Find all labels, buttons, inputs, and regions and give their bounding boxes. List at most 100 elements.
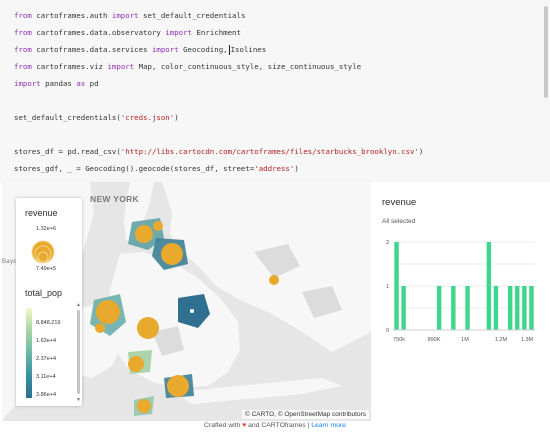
code-text: Map, color_continuous_style, size_contin…	[134, 62, 362, 71]
code-line[interactable]: from cartoframes.auth import set_default…	[14, 10, 245, 22]
store-marker[interactable]	[137, 399, 151, 413]
x-tick-label: 1.2M	[495, 337, 508, 343]
code-scrollbar[interactable]	[544, 6, 548, 98]
code-cell[interactable]: from cartoframes.auth import set_default…	[0, 0, 550, 180]
histogram-bar[interactable]	[465, 286, 470, 330]
code-keyword: import	[14, 79, 41, 88]
footer: Crafted with ♥ and CARTOframes | Learn m…	[0, 422, 550, 429]
code-line[interactable]: from cartoframes.data.services import Ge…	[14, 44, 266, 56]
store-marker[interactable]	[137, 317, 159, 339]
code-keyword: import	[151, 45, 179, 54]
store-marker[interactable]	[135, 225, 153, 243]
park	[302, 286, 342, 318]
legend-color-ramp	[26, 308, 32, 398]
legend-total-pop-title: total_pop	[25, 288, 63, 298]
store-marker[interactable]	[161, 243, 183, 265]
histogram-bar[interactable]	[515, 286, 520, 330]
code-string: 'address'	[254, 164, 295, 173]
store-marker[interactable]	[167, 375, 189, 397]
legend-pop-tick: 2.37e+4	[36, 356, 57, 362]
code-keyword: from	[14, 45, 32, 54]
code-line[interactable]: stores_gdf, _ = Geocoding().geocode(stor…	[14, 163, 299, 175]
y-tick-label: 0	[386, 328, 389, 334]
code-keyword: from	[14, 28, 32, 37]
code-text: stores_gdf, _ = Geocoding().geocode(stor…	[14, 164, 255, 173]
histogram-bar[interactable]	[451, 286, 456, 330]
legend-size-circle	[37, 251, 49, 263]
map-attribution[interactable]: © CARTO, © OpenStreetMap contributors	[242, 410, 369, 419]
code-text: Enrichment	[192, 28, 241, 37]
map[interactable]: NEW YORK Bayo revenue 1.32e+6 7.49e+5 to…	[2, 182, 371, 421]
legend-size-circles	[31, 240, 55, 264]
code-keyword: from	[14, 62, 32, 71]
code-keyword: import	[107, 62, 135, 71]
code-text: set_default_credentials	[138, 11, 246, 20]
legend-pop-tick: 3.86e+4	[36, 392, 57, 398]
histogram-bar[interactable]	[507, 286, 513, 330]
code-string: 'creds.json'	[120, 113, 175, 122]
store-marker-center	[190, 309, 194, 313]
histogram-bar[interactable]	[522, 286, 527, 330]
code-line[interactable]: stores_df = pd.read_csv('http://libs.car…	[14, 146, 423, 158]
histogram-chart[interactable]: 2 1 0 750k 890K 1M 1.2M 1.3M	[381, 238, 537, 344]
code-line[interactable]: from cartoframes.viz import Map, color_c…	[14, 61, 361, 73]
legend-pop-tick: 3.11e+4	[36, 374, 56, 380]
legend-revenue-min: 7.49e+5	[36, 266, 57, 272]
code-text: )	[294, 164, 299, 173]
output-area: NEW YORK Bayo revenue 1.32e+6 7.49e+5 to…	[0, 182, 550, 433]
histogram-bar[interactable]	[394, 242, 399, 330]
code-line[interactable]: import pandas as pd	[14, 78, 99, 90]
store-marker[interactable]	[269, 275, 279, 285]
x-tick-label: 1M	[461, 337, 469, 343]
y-tick-label: 2	[386, 240, 389, 246]
legend-pop-tick: 8,848.219	[36, 320, 61, 326]
footer-prefix: Crafted with	[204, 422, 241, 429]
map-label-bayonne: Bayo	[2, 259, 17, 265]
code-string: 'http://libs.cartocdn.com/cartoframes/fi…	[120, 147, 419, 156]
code-keyword: import	[165, 28, 193, 37]
legend-revenue-title: revenue	[25, 208, 58, 218]
code-line[interactable]: set_default_credentials('creds.json')	[14, 112, 179, 124]
heart-icon: ♥	[242, 422, 247, 429]
code-text: Isolines	[230, 45, 267, 54]
widget-selection-status: All selected	[382, 218, 416, 225]
histogram-bar[interactable]	[493, 286, 499, 330]
text-cursor	[228, 45, 230, 55]
footer-middle: and CARTOframes |	[248, 422, 310, 429]
histogram-widget[interactable]: revenue All selected 2 1 0 750k 890K 1M 1.2M 1.…	[372, 182, 544, 421]
x-tick-label: 1.3M	[521, 337, 534, 343]
code-text: cartoframes.auth	[31, 11, 112, 20]
land-rockaway	[174, 378, 342, 404]
code-text: set_default_credentials(	[14, 113, 121, 122]
widget-title: revenue	[382, 197, 417, 208]
x-tick-label: 750k	[393, 337, 405, 343]
legend-scrollbar[interactable]	[77, 310, 80, 394]
code-keyword: import	[111, 11, 139, 20]
histogram-bar[interactable]	[529, 286, 534, 330]
store-marker[interactable]	[95, 323, 105, 333]
code-text: cartoframes.data.services	[31, 45, 152, 54]
legend-panel[interactable]: revenue 1.32e+6 7.49e+5 total_pop 8,848.…	[16, 198, 82, 406]
code-text: cartoframes.viz	[31, 62, 108, 71]
code-keyword: as	[76, 79, 86, 88]
map-label-new-york: NEW YORK	[90, 194, 139, 204]
legend-scroll-down-icon[interactable]: ▼	[76, 397, 81, 403]
histogram-bar[interactable]	[401, 286, 406, 330]
histogram-bar[interactable]	[436, 286, 442, 330]
legend-scroll-up-icon[interactable]: ▲	[76, 302, 81, 308]
legend-revenue-max: 1.32e+6	[36, 226, 57, 232]
histogram-bar[interactable]	[486, 242, 492, 330]
y-tick-label: 1	[386, 284, 389, 290]
code-text: Geocoding,	[178, 45, 228, 54]
park	[152, 326, 184, 356]
code-text: )	[174, 113, 179, 122]
learn-more-link[interactable]: Learn more	[311, 422, 346, 429]
code-keyword: from	[14, 11, 32, 20]
x-tick-label: 890K	[428, 337, 441, 343]
store-marker[interactable]	[96, 300, 120, 324]
store-marker[interactable]	[128, 356, 144, 372]
code-text: pd	[85, 79, 99, 88]
code-line[interactable]: from cartoframes.data.observatory import…	[14, 27, 241, 39]
park	[254, 244, 300, 278]
store-marker[interactable]	[153, 221, 163, 231]
